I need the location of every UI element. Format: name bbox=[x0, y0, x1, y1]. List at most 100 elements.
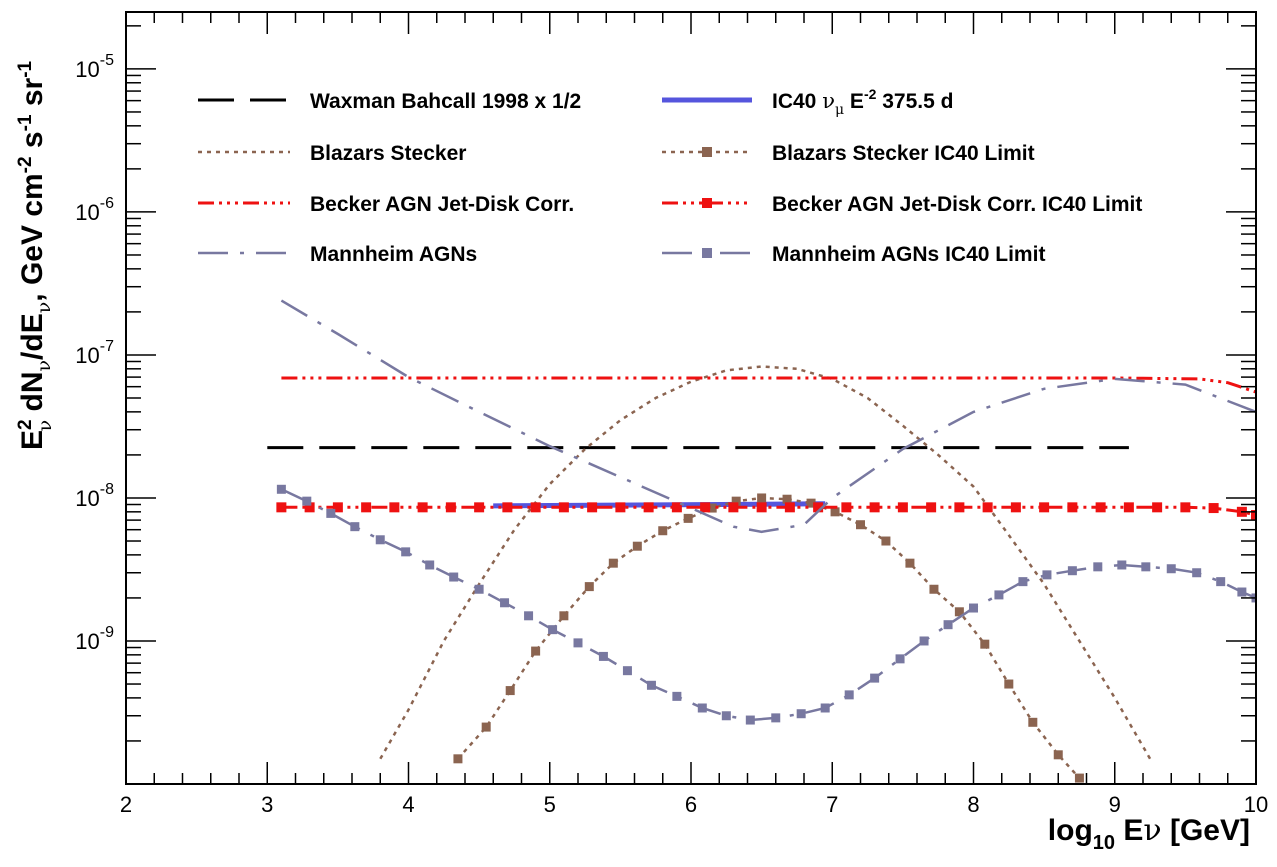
x-tick-label: 8 bbox=[967, 792, 979, 817]
series-becker_lim-marker bbox=[304, 502, 315, 513]
series-mannheim_lim-marker bbox=[1216, 577, 1226, 587]
legend-stecker-label: Blazars Stecker bbox=[310, 142, 466, 165]
series-becker-line bbox=[281, 376, 1256, 394]
legend-becker_lim-marker bbox=[702, 198, 712, 208]
series-stecker_lim-marker bbox=[481, 722, 491, 732]
series-mannheim_lim-marker bbox=[548, 625, 558, 635]
series-mannheim_lim-marker bbox=[1093, 562, 1103, 572]
x-tick-label: 5 bbox=[544, 792, 556, 817]
series-stecker_lim-marker bbox=[559, 611, 569, 621]
y-tick-label: 10-9 bbox=[75, 624, 114, 654]
legend-mannheim_lim-label: Mannheim AGNs IC40 Limit bbox=[772, 243, 1045, 266]
x-tick-label: 10 bbox=[1244, 792, 1268, 817]
series-stecker_lim-marker bbox=[683, 513, 693, 523]
series-mannheim_lim-marker bbox=[598, 651, 608, 661]
series-ic40-line bbox=[493, 501, 826, 509]
series-mannheim_lim-marker bbox=[1237, 587, 1247, 597]
series-mannheim_lim-marker bbox=[943, 620, 953, 630]
x-axis-title: log10 Eν [GeV] bbox=[1048, 813, 1250, 854]
series-mannheim_lim-line bbox=[280, 488, 1256, 722]
y-axis-title: E2ν dNν/dEν, GeV cm-2 s-1 sr-1 bbox=[15, 60, 56, 450]
series-becker_lim-marker bbox=[276, 502, 287, 513]
series-becker_lim-marker bbox=[897, 502, 908, 513]
series-stecker_lim-marker bbox=[608, 558, 618, 568]
series-becker_lim-marker bbox=[417, 502, 428, 513]
series-becker_lim-marker bbox=[756, 502, 767, 513]
series-becker_lim-marker bbox=[1123, 502, 1134, 513]
series-becker_lim-marker bbox=[587, 502, 598, 513]
series-mannheim_lim-marker bbox=[796, 709, 806, 719]
series-mannheim_lim-marker bbox=[870, 673, 880, 683]
series-mannheim_lim-marker bbox=[994, 590, 1004, 600]
series-mannheim_lim-marker bbox=[646, 680, 656, 690]
series-stecker_lim-marker bbox=[731, 496, 741, 506]
series-mannheim_lim-marker bbox=[350, 522, 360, 532]
x-tick-label: 9 bbox=[1109, 792, 1121, 817]
legend-stecker_lim-marker bbox=[702, 147, 712, 157]
series-becker_lim-marker bbox=[445, 502, 456, 513]
series-mannheim_lim-marker bbox=[1067, 566, 1077, 576]
legend-stecker_lim-label: Blazars Stecker IC40 Limit bbox=[772, 142, 1035, 165]
series-stecker_lim-marker bbox=[584, 582, 594, 592]
series-stecker_lim-marker bbox=[905, 558, 915, 568]
legend-mannheim-label: Mannheim AGNs bbox=[310, 243, 477, 266]
series-becker_lim-marker bbox=[1251, 510, 1256, 521]
series-stecker_lim-marker bbox=[806, 498, 816, 508]
legend-becker-label: Becker AGN Jet-Disk Corr. bbox=[310, 193, 574, 216]
y-tick-label: 10-8 bbox=[75, 481, 114, 511]
legend-ic40-label: IC40 νμ E-2 375.5 d bbox=[772, 86, 953, 118]
series-stecker_lim-marker bbox=[881, 536, 891, 546]
series-mannheim_lim-marker bbox=[449, 572, 459, 582]
series-stecker_lim-marker bbox=[980, 639, 990, 649]
series-becker_lim-marker bbox=[530, 502, 541, 513]
series-stecker_lim-marker bbox=[954, 607, 964, 617]
series-becker_lim-marker bbox=[1039, 502, 1050, 513]
tick-label-layer: 2 3 4 5 6 7 8 9 10 10-9 10-8 10-7 10-6 10-5 bbox=[75, 52, 1268, 817]
series-stecker-line bbox=[379, 365, 1152, 760]
y-tick-label: 10-6 bbox=[75, 195, 114, 225]
legend-mannheim_lim-marker bbox=[702, 248, 712, 258]
series-mannheim_lim-marker bbox=[474, 584, 484, 594]
series-stecker_lim-marker bbox=[531, 646, 541, 656]
series-mannheim_lim-marker bbox=[771, 713, 781, 723]
series-mannheim_lim-marker bbox=[895, 654, 905, 664]
series-becker_lim-marker bbox=[813, 502, 824, 513]
series-becker_lim-marker bbox=[926, 502, 937, 513]
series-layer bbox=[267, 299, 1256, 783]
series-stecker_lim-marker bbox=[453, 754, 463, 764]
series-mannheim_lim-marker bbox=[622, 666, 632, 676]
series-becker_lim-marker bbox=[869, 502, 880, 513]
series-stecker_lim-marker bbox=[1004, 679, 1014, 689]
legend-wb-label: Waxman Bahcall 1998 x 1/2 bbox=[310, 90, 581, 113]
legend: Waxman Bahcall 1998 x 1/2 IC40 νμ E-2 375… bbox=[198, 86, 1142, 266]
series-mannheim_lim-marker bbox=[844, 690, 854, 700]
series-stecker_lim-marker bbox=[782, 494, 792, 504]
series-becker_lim-marker bbox=[1208, 503, 1219, 514]
series-mannheim_lim-marker bbox=[745, 715, 755, 725]
series-becker_lim-marker bbox=[1010, 502, 1021, 513]
ticks-layer bbox=[125, 12, 1257, 785]
series-stecker_lim-marker bbox=[757, 493, 767, 503]
series-mannheim_lim-marker bbox=[401, 547, 411, 557]
series-stecker_lim-marker bbox=[1074, 773, 1084, 783]
plot-frame bbox=[125, 11, 1257, 785]
series-mannheim_lim-marker bbox=[425, 560, 435, 570]
series-mannheim_lim-marker bbox=[969, 603, 978, 613]
series-mannheim_lim-marker bbox=[276, 484, 286, 494]
series-stecker_lim-marker bbox=[505, 686, 515, 696]
series-mannheim_lim-marker bbox=[302, 496, 312, 506]
series-becker_lim-marker bbox=[841, 502, 852, 513]
series-becker_lim-marker bbox=[1095, 502, 1106, 513]
series-mannheim_lim-marker bbox=[1117, 560, 1127, 570]
x-tick-label: 4 bbox=[402, 792, 414, 817]
series-becker_lim-marker bbox=[671, 502, 682, 513]
series-becker_lim-marker bbox=[784, 502, 795, 513]
x-tick-label: 3 bbox=[261, 792, 273, 817]
series-stecker_lim-marker bbox=[929, 584, 939, 594]
series-stecker_lim-marker bbox=[632, 541, 642, 551]
series-mannheim_lim-marker bbox=[573, 638, 583, 648]
x-tick-label: 6 bbox=[685, 792, 697, 817]
nu-symbol: ν bbox=[1143, 813, 1161, 848]
series-becker_lim-marker bbox=[1067, 502, 1078, 513]
